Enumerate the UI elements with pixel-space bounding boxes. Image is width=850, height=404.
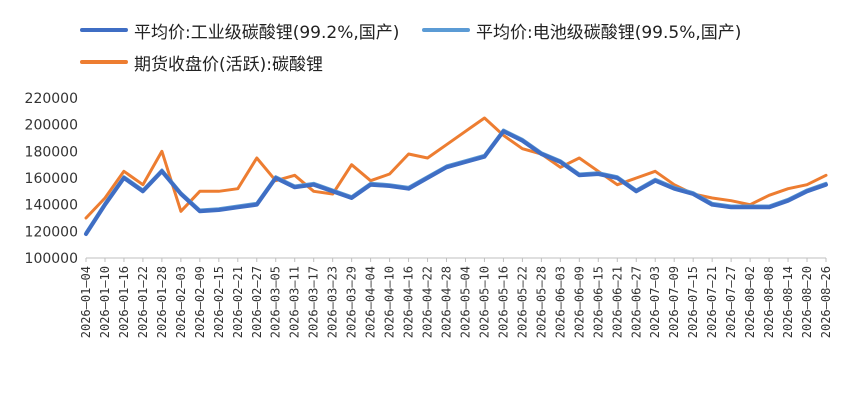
x-tick-label: 2026—07—09 bbox=[667, 266, 681, 338]
x-tick-label: 2026—01—16 bbox=[117, 266, 131, 338]
x-tick-label: 2026—06—15 bbox=[591, 266, 605, 338]
x-tick-label: 2026—01—22 bbox=[136, 266, 150, 338]
x-tick-label: 2026—08—14 bbox=[781, 266, 795, 338]
x-tick-label: 2026—08—02 bbox=[743, 266, 757, 338]
x-tick-label: 2026—04—28 bbox=[440, 266, 454, 338]
y-tick-label: 220000 bbox=[25, 91, 78, 107]
x-tick-label: 2026—04—22 bbox=[421, 266, 435, 338]
legend-swatch-futures bbox=[80, 60, 128, 64]
x-tick-label: 2026—05—16 bbox=[496, 266, 510, 338]
series-line-1 bbox=[84, 128, 828, 235]
x-tick-label: 2026—04—04 bbox=[364, 266, 378, 338]
y-tick-label: 120000 bbox=[25, 224, 78, 240]
legend-label-industrial: 平均价:工业级碳酸锂(99.2%,国产) bbox=[134, 22, 400, 43]
x-tick-label: 2026—04—10 bbox=[383, 266, 397, 338]
x-tick-label: 2026—06—27 bbox=[629, 266, 643, 338]
x-tick-label: 2026—08—20 bbox=[800, 266, 814, 338]
x-tick-label: 2026—06—21 bbox=[610, 266, 624, 338]
x-tick-label: 2026—07—27 bbox=[724, 266, 738, 338]
x-tick-label: 2026—02—21 bbox=[231, 266, 245, 338]
x-tick-label: 2026—06—03 bbox=[553, 266, 567, 338]
x-tick-label: 2026—03—11 bbox=[288, 266, 302, 338]
series-line-0 bbox=[84, 129, 828, 236]
y-tick-label: 100000 bbox=[25, 251, 78, 267]
x-tick-label: 2026—01—28 bbox=[155, 266, 169, 338]
x-tick-label: 2026—05—28 bbox=[534, 266, 548, 338]
x-tick-label: 2026—07—15 bbox=[686, 266, 700, 338]
legend-item-battery: 平均价:电池级碳酸锂(99.5%,国产) bbox=[422, 17, 741, 43]
x-tick-label: 2026—02—27 bbox=[250, 266, 264, 338]
x-tick-label: 2026—05—10 bbox=[477, 266, 491, 338]
y-axis: 100000 120000 140000 160000 180000 200000 2200… bbox=[25, 91, 78, 267]
legend-swatch-industrial bbox=[80, 28, 128, 32]
x-tick-label: 2026—05—22 bbox=[515, 266, 529, 338]
x-tick-label: 2026—02—15 bbox=[212, 266, 226, 338]
y-tick-label: 140000 bbox=[25, 198, 78, 214]
x-tick-label: 2026—03—17 bbox=[307, 266, 321, 338]
series-line-2 bbox=[84, 116, 828, 220]
y-tick-label: 160000 bbox=[25, 171, 78, 187]
x-axis: 2026—01—04 2026—01—10 2026—01—16 2026—01—22… bbox=[79, 257, 833, 338]
series-layer bbox=[84, 116, 828, 236]
legend-label-futures: 期货收盘价(活跃):碳酸锂 bbox=[134, 54, 323, 75]
x-tick-label: 2026—06—09 bbox=[572, 266, 586, 338]
x-tick-label: 2026—05—04 bbox=[458, 266, 472, 338]
legend: 平均价:工业级碳酸锂(99.2%,国产) 平均价:电池级碳酸锂(99.5%,国产… bbox=[0, 0, 850, 90]
x-tick-label: 2026—07—03 bbox=[648, 266, 662, 338]
x-tick-label: 2026—01—04 bbox=[79, 266, 93, 338]
x-tick-label: 2026—07—21 bbox=[705, 266, 719, 338]
legend-label-battery: 平均价:电池级碳酸锂(99.5%,国产) bbox=[476, 22, 742, 43]
x-tick-label: 2026—04—16 bbox=[402, 266, 416, 338]
x-tick-label: 2026—03—23 bbox=[326, 266, 340, 338]
legend-item-futures: 期货收盘价(活跃):碳酸锂 bbox=[80, 49, 323, 75]
x-tick-label: 2026—02—09 bbox=[193, 266, 207, 338]
legend-item-industrial: 平均价:工业级碳酸锂(99.2%,国产) bbox=[80, 17, 399, 43]
legend-swatch-battery bbox=[422, 28, 470, 32]
x-tick-label: 2026—03—05 bbox=[269, 266, 283, 338]
x-tick-label: 2026—03—29 bbox=[345, 266, 359, 338]
y-tick-label: 200000 bbox=[25, 118, 78, 134]
x-tick-label: 2026—08—08 bbox=[762, 266, 776, 338]
x-tick-label: 2026—02—03 bbox=[174, 266, 188, 338]
y-tick-label: 180000 bbox=[25, 144, 78, 160]
x-tick-label: 2026—08—26 bbox=[819, 266, 833, 338]
x-tick-label: 2026—01—10 bbox=[98, 266, 112, 338]
